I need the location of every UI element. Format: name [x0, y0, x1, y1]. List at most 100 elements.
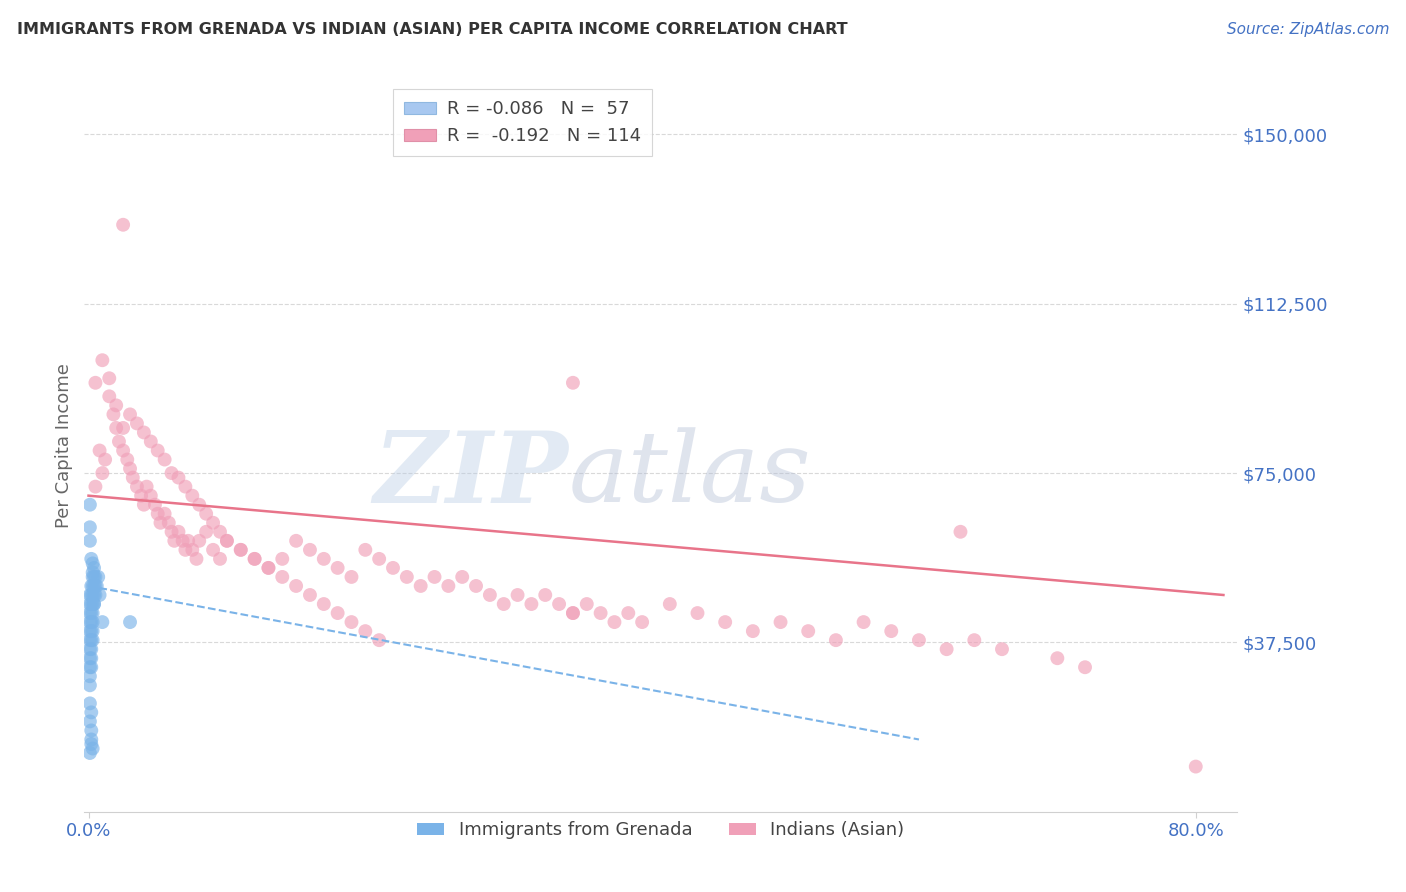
Point	[949, 524, 972, 539]
Point	[285, 533, 308, 548]
Point	[80, 732, 103, 747]
Point	[506, 588, 529, 602]
Point	[139, 434, 162, 449]
Point	[146, 443, 169, 458]
Point	[243, 552, 266, 566]
Point	[354, 624, 377, 639]
Point	[451, 570, 474, 584]
Point	[172, 533, 194, 548]
Point	[298, 588, 321, 602]
Point	[80, 597, 103, 611]
Point	[91, 353, 114, 368]
Point	[395, 570, 418, 584]
Point	[118, 461, 141, 475]
Point	[478, 588, 501, 602]
Point	[202, 542, 225, 557]
Point	[271, 552, 294, 566]
Point	[82, 597, 104, 611]
Point	[229, 542, 252, 557]
Point	[215, 533, 238, 548]
Point	[132, 425, 155, 440]
Point	[617, 606, 640, 620]
Point	[80, 723, 103, 738]
Point	[80, 706, 103, 720]
Text: Source: ZipAtlas.com: Source: ZipAtlas.com	[1226, 22, 1389, 37]
Point	[181, 489, 204, 503]
Point	[1184, 759, 1206, 773]
Point	[79, 714, 101, 729]
Point	[82, 606, 104, 620]
Point	[112, 218, 135, 232]
Point	[82, 633, 104, 648]
Point	[89, 588, 111, 602]
Point	[103, 408, 125, 422]
Point	[79, 606, 101, 620]
Point	[658, 597, 681, 611]
Point	[167, 524, 190, 539]
Point	[769, 615, 792, 629]
Point	[79, 651, 101, 665]
Point	[188, 533, 211, 548]
Point	[208, 552, 231, 566]
Point	[118, 615, 141, 629]
Point	[153, 452, 176, 467]
Point	[79, 533, 101, 548]
Point	[326, 561, 349, 575]
Point	[561, 606, 583, 620]
Point	[382, 561, 405, 575]
Point	[340, 570, 363, 584]
Point	[298, 542, 321, 557]
Point	[82, 579, 104, 593]
Point	[80, 660, 103, 674]
Point	[714, 615, 737, 629]
Point	[112, 443, 135, 458]
Point	[354, 542, 377, 557]
Point	[174, 480, 197, 494]
Point	[89, 443, 111, 458]
Point	[80, 737, 103, 751]
Point	[409, 579, 432, 593]
Point	[82, 557, 104, 571]
Point	[83, 597, 105, 611]
Point	[149, 516, 172, 530]
Point	[603, 615, 626, 629]
Point	[84, 480, 107, 494]
Point	[80, 624, 103, 639]
Point	[79, 642, 101, 657]
Point	[312, 552, 335, 566]
Point	[79, 746, 101, 760]
Text: ZIP: ZIP	[374, 427, 568, 524]
Point	[465, 579, 488, 593]
Point	[80, 606, 103, 620]
Point	[80, 633, 103, 648]
Point	[84, 570, 107, 584]
Point	[83, 588, 105, 602]
Point	[91, 615, 114, 629]
Point	[80, 642, 103, 657]
Point	[108, 434, 131, 449]
Point	[340, 615, 363, 629]
Point	[1046, 651, 1069, 665]
Point	[880, 624, 903, 639]
Point	[174, 542, 197, 557]
Point	[243, 552, 266, 566]
Y-axis label: Per Capita Income: Per Capita Income	[55, 364, 73, 528]
Point	[963, 633, 986, 648]
Point	[852, 615, 875, 629]
Point	[82, 624, 104, 639]
Point	[98, 371, 121, 385]
Point	[82, 615, 104, 629]
Point	[79, 633, 101, 648]
Point	[177, 533, 200, 548]
Point	[575, 597, 598, 611]
Point	[797, 624, 820, 639]
Point	[285, 579, 308, 593]
Point	[91, 466, 114, 480]
Point	[160, 524, 183, 539]
Point	[195, 524, 218, 539]
Point	[935, 642, 957, 657]
Point	[118, 408, 141, 422]
Point	[105, 421, 128, 435]
Point	[79, 520, 101, 534]
Point	[79, 678, 101, 692]
